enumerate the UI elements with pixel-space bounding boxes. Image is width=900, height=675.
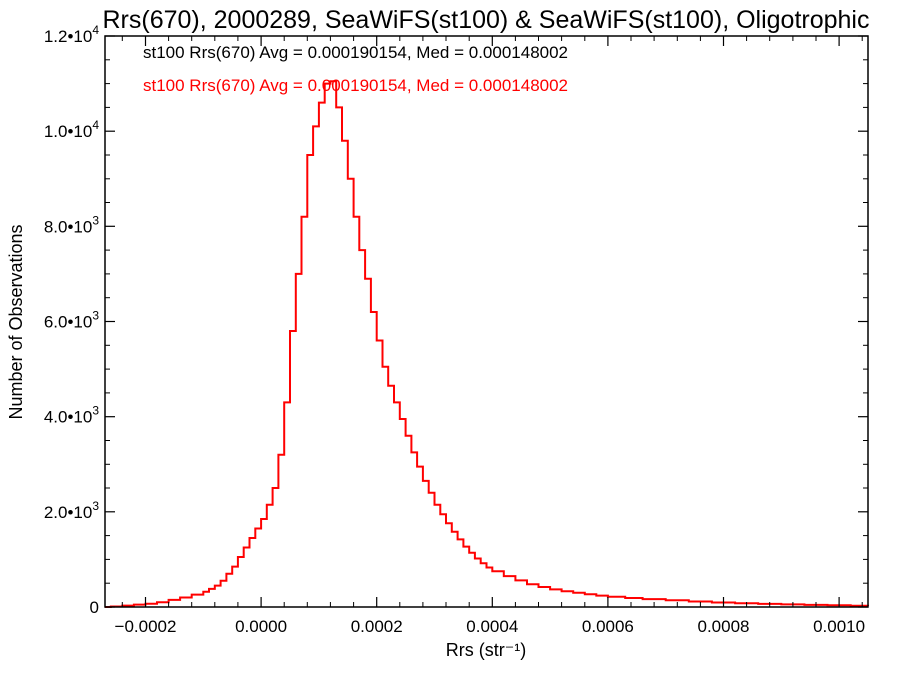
y-tick-label: 4.0•103 xyxy=(44,404,100,427)
x-tick-label: 0.0002 xyxy=(351,617,403,636)
y-tick-label: 1.0•104 xyxy=(44,118,100,141)
y-axis-label: Number of Observations xyxy=(6,224,26,419)
annotation-text-black: st100 Rrs(670) Avg = 0.000190154, Med = … xyxy=(143,43,568,62)
y-tick-label: 1.2•104 xyxy=(44,23,100,46)
chart-title: Rrs(670), 2000289, SeaWiFS(st100) & SeaW… xyxy=(103,6,870,34)
x-axis-label: Rrs (str⁻¹) xyxy=(446,640,526,660)
x-tick-label: 0.0010 xyxy=(813,617,865,636)
annotation-black: st100 Rrs(670) Avg = 0.000190154, Med = … xyxy=(143,43,568,62)
x-tick-label: 0.0004 xyxy=(466,617,518,636)
y-tick-label: 0 xyxy=(90,598,99,617)
y-tick-labels: 0 2.0•103 4.0•103 6.0•103 8.0•103 1.0•104 1.2•… xyxy=(44,23,100,617)
x-tick-label: 0.0000 xyxy=(235,617,287,636)
x-tick-label: −0.0002 xyxy=(115,617,177,636)
plot-frame xyxy=(104,35,869,608)
y-tick-label: 8.0•103 xyxy=(44,213,100,236)
annotation-text-red: st100 Rrs(670) Avg = 0.000190154, Med = … xyxy=(143,76,568,95)
x-tick-label: 0.0006 xyxy=(582,617,634,636)
axis-ticks xyxy=(105,35,868,608)
x-tick-labels: −0.0002 0.0000 0.0002 0.0004 0.0006 0.0008 0.0… xyxy=(115,617,866,636)
y-tick-label: 6.0•103 xyxy=(44,309,100,332)
x-tick-label: 0.0008 xyxy=(698,617,750,636)
y-tick-label: 2.0•103 xyxy=(44,499,100,522)
annotation-red: st100 Rrs(670) Avg = 0.000190154, Med = … xyxy=(143,76,568,95)
histogram-series-0 xyxy=(105,80,869,608)
plot-marks xyxy=(105,80,869,608)
